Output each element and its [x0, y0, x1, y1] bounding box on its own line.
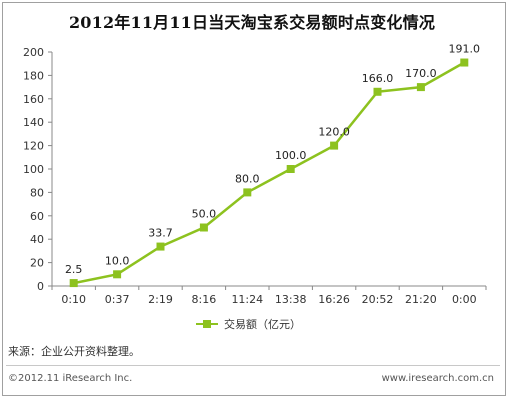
series-line	[73, 61, 465, 285]
y-tick-label: 140	[23, 116, 44, 129]
footer-divider	[6, 365, 500, 366]
data-point	[373, 87, 382, 96]
series-markers	[69, 58, 469, 288]
data-labels: 2.5 10.0 33.7 50.0 80.0 100.0 120.0 166.0 170.0 1…	[65, 43, 480, 277]
x-tick-label: 0:00	[452, 293, 477, 306]
data-point	[416, 83, 425, 92]
data-point	[460, 58, 469, 67]
data-label: 100.0	[275, 149, 307, 162]
y-tick-label: 60	[30, 210, 44, 223]
data-point	[156, 242, 165, 251]
data-label: 166.0	[362, 72, 394, 85]
data-label: 80.0	[235, 172, 260, 185]
data-label: 50.0	[192, 208, 217, 221]
y-tick-label: 20	[30, 257, 44, 270]
data-point	[286, 165, 295, 173]
y-tick-labels: 0 20 40 60 80 100 120 140 160 180 200	[23, 46, 44, 293]
data-label: 10.0	[105, 254, 130, 267]
x-tick-label: 8:16	[192, 293, 217, 306]
chart-frame	[2, 2, 506, 396]
data-point	[113, 270, 122, 279]
x-tick-label: 0:10	[61, 293, 86, 306]
chart-legend: 交易额（亿元）	[196, 316, 301, 332]
x-tick-label: 11:24	[231, 293, 263, 306]
line-chart: 0 20 40 60 80 100 120 140 160 180 200 0:10 0:37 2:19…	[23, 43, 487, 306]
y-tick-label: 80	[30, 186, 44, 199]
data-label: 120.0	[318, 126, 350, 139]
y-tick-label: 200	[23, 46, 44, 59]
source-note: 来源：企业公开资料整理。	[8, 345, 140, 358]
y-tick-label: 0	[37, 280, 44, 293]
y-tick-label: 120	[23, 140, 44, 153]
data-label: 191.0	[449, 43, 481, 56]
footer-copyright: ©2012.11 iResearch Inc.	[8, 373, 133, 384]
data-label: 170.0	[405, 67, 437, 80]
y-tick-label: 180	[23, 69, 44, 82]
x-tick-label: 20:52	[362, 293, 394, 306]
y-tick-label: 100	[23, 163, 44, 176]
x-tick-label: 13:38	[275, 293, 307, 306]
y-tick-label: 160	[23, 93, 44, 106]
chart-title: 2012年11月11日当天淘宝系交易额时点变化情况	[68, 13, 436, 32]
y-tick-label: 40	[30, 233, 44, 246]
chart-axes	[48, 51, 487, 290]
data-point	[199, 223, 208, 232]
legend-label: 交易额（亿元）	[224, 318, 301, 331]
x-tick-label: 0:37	[105, 293, 130, 306]
footer-website: www.iresearch.com.cn	[381, 373, 494, 384]
x-tick-label: 21:20	[405, 293, 437, 306]
x-tick-label: 2:19	[148, 293, 173, 306]
legend-swatch	[196, 318, 218, 330]
data-point	[69, 279, 78, 288]
data-point	[243, 188, 252, 197]
x-tick-label: 16:26	[318, 293, 350, 306]
x-tick-labels: 0:10 0:37 2:19 8:16 11:24 13:38 16:26 20:52 21:2…	[61, 293, 476, 306]
data-label: 33.7	[148, 227, 173, 240]
data-label: 2.5	[65, 263, 83, 276]
data-point	[330, 141, 339, 150]
